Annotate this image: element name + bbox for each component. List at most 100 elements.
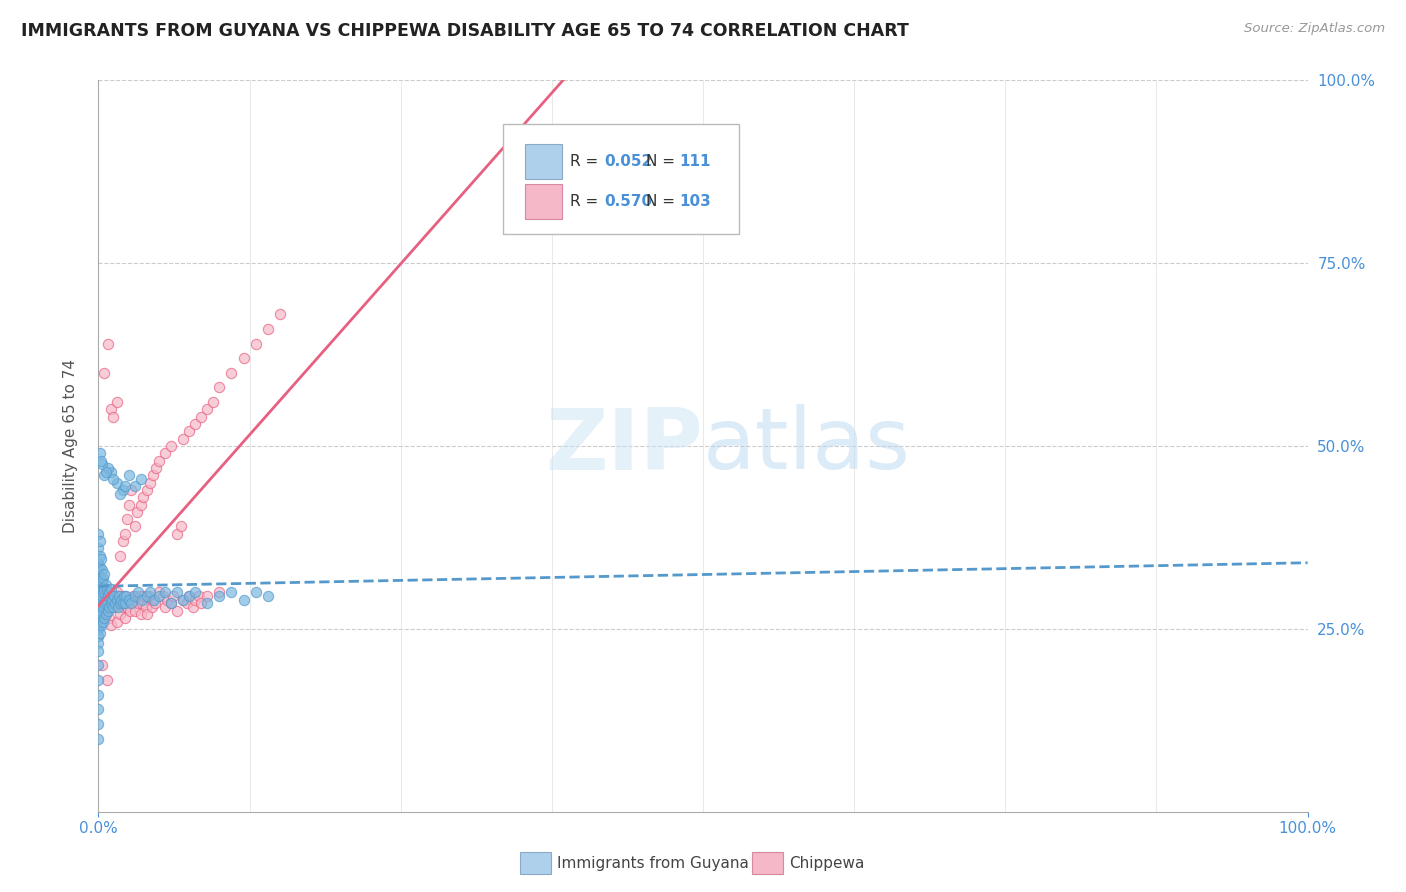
Point (101, 589, 124, 603)
Point (120, 592, 142, 607)
Point (141, 599, 163, 614)
Point (190, 409, 212, 424)
Point (179, 425, 201, 439)
Point (131, 592, 153, 607)
Point (111, 534, 134, 549)
Point (107, 596, 129, 610)
Point (269, 307, 291, 321)
Point (87, 622, 110, 636)
Point (208, 380, 231, 394)
Point (91, 615, 114, 629)
Point (93, 596, 115, 610)
Point (90, 618, 112, 632)
Point (91, 585, 114, 599)
Point (172, 432, 194, 446)
Point (90, 552, 112, 566)
Point (184, 585, 207, 599)
Point (94, 607, 117, 622)
Point (108, 596, 131, 610)
Point (166, 526, 188, 541)
Point (91, 563, 114, 577)
Point (221, 585, 243, 599)
Point (208, 585, 231, 599)
Point (90, 611, 112, 625)
Text: ZIP: ZIP (546, 404, 703, 488)
Point (89, 589, 111, 603)
Point (87, 702, 110, 716)
Point (143, 592, 166, 607)
Point (89, 615, 111, 629)
Point (221, 366, 243, 380)
Point (166, 603, 188, 617)
Point (87, 578, 110, 592)
Point (105, 592, 128, 607)
Text: 0.570: 0.570 (603, 194, 652, 210)
Point (112, 589, 135, 603)
Point (153, 585, 176, 599)
Point (110, 592, 132, 607)
Point (187, 589, 209, 603)
Point (91, 599, 114, 614)
Point (87, 629, 110, 643)
Point (135, 589, 157, 603)
Point (100, 402, 122, 417)
Point (118, 603, 141, 617)
Point (103, 599, 125, 614)
Point (120, 596, 142, 610)
Point (118, 468, 141, 483)
Point (184, 417, 207, 431)
Point (89, 549, 111, 563)
Point (96, 673, 118, 687)
Point (96, 603, 118, 617)
Point (89, 603, 111, 617)
Point (89, 574, 111, 589)
Point (91, 658, 114, 673)
Point (87, 599, 110, 614)
Point (101, 409, 124, 424)
Point (118, 592, 141, 607)
Point (98, 599, 121, 614)
Point (104, 592, 127, 607)
Point (87, 556, 110, 570)
Text: N =: N = (647, 154, 681, 169)
Point (91, 585, 114, 599)
Y-axis label: Disability Age 65 to 74: Disability Age 65 to 74 (63, 359, 77, 533)
Point (166, 585, 188, 599)
Text: 111: 111 (679, 154, 710, 169)
Point (91, 589, 114, 603)
Point (117, 599, 139, 614)
Point (179, 589, 201, 603)
Point (145, 461, 167, 475)
Point (87, 599, 110, 614)
Point (97, 603, 120, 617)
Point (87, 658, 110, 673)
FancyBboxPatch shape (526, 184, 561, 219)
Point (87, 585, 110, 599)
Point (98, 611, 121, 625)
Point (184, 592, 207, 607)
Point (172, 592, 194, 607)
Point (143, 596, 166, 610)
Point (111, 483, 134, 497)
Text: 103: 103 (679, 194, 710, 210)
Point (122, 589, 145, 603)
Point (118, 498, 141, 512)
Point (89, 534, 111, 549)
Text: N =: N = (647, 194, 681, 210)
Text: Chippewa: Chippewa (789, 855, 865, 871)
Point (105, 585, 128, 599)
Point (93, 582, 115, 596)
Point (195, 402, 218, 417)
Point (87, 688, 110, 702)
Point (110, 592, 132, 607)
Point (256, 322, 278, 336)
Point (108, 486, 131, 500)
Point (89, 615, 111, 629)
FancyBboxPatch shape (503, 124, 740, 234)
Point (124, 479, 146, 493)
Point (87, 592, 110, 607)
Point (89, 625, 111, 640)
Point (124, 589, 146, 603)
Point (93, 567, 115, 582)
Point (125, 592, 148, 607)
